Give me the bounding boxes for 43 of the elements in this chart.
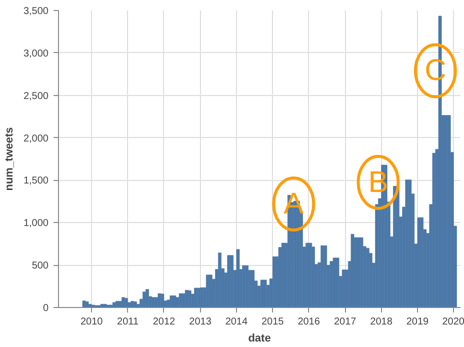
bar bbox=[124, 298, 128, 308]
bar bbox=[160, 294, 164, 308]
bar bbox=[109, 304, 113, 308]
bar bbox=[194, 288, 198, 308]
bar bbox=[142, 292, 146, 308]
bar bbox=[218, 252, 222, 308]
bar bbox=[336, 258, 340, 308]
bar bbox=[312, 246, 315, 308]
y-tick-label: 2,000 bbox=[23, 133, 49, 144]
x-tick-label: 2017 bbox=[334, 316, 357, 328]
bar bbox=[122, 297, 125, 308]
y-tick-label: 2,500 bbox=[23, 90, 49, 102]
x-tick-label: 2019 bbox=[406, 316, 430, 328]
bar bbox=[350, 234, 354, 308]
bar bbox=[103, 304, 107, 308]
y-tick-label: 1,500 bbox=[23, 176, 49, 187]
y-axis-title: num_tweets bbox=[3, 127, 16, 191]
bar bbox=[166, 300, 170, 308]
bar bbox=[85, 301, 89, 308]
y-tick-label: 3,000 bbox=[23, 48, 49, 60]
bar bbox=[133, 301, 137, 308]
x-tick-label: 2016 bbox=[298, 316, 320, 328]
bar bbox=[230, 255, 234, 308]
x-tick-label: 2018 bbox=[370, 316, 393, 328]
y-tick-label: 1,000 bbox=[23, 218, 49, 230]
x-tick-label: 2011 bbox=[117, 316, 139, 328]
x-tick-label: 2012 bbox=[152, 316, 176, 328]
x-tick-label: 2014 bbox=[225, 316, 248, 328]
bar bbox=[251, 270, 255, 308]
bar bbox=[88, 304, 92, 308]
bar bbox=[146, 289, 149, 308]
y-tick-label: 3,500 bbox=[23, 6, 49, 17]
y-tick-label: 0 bbox=[42, 303, 49, 314]
x-tick-label: 2020 bbox=[442, 316, 464, 328]
x-axis-title: date bbox=[248, 332, 271, 344]
bar bbox=[432, 152, 436, 308]
y-tick-label: 500 bbox=[32, 260, 49, 272]
bar bbox=[324, 245, 328, 308]
x-tick-label: 2015 bbox=[262, 316, 284, 328]
x-tick-label: 2010 bbox=[80, 316, 104, 328]
bar bbox=[236, 249, 240, 308]
x-tick-label: 2013 bbox=[189, 316, 212, 328]
bar bbox=[158, 293, 162, 308]
